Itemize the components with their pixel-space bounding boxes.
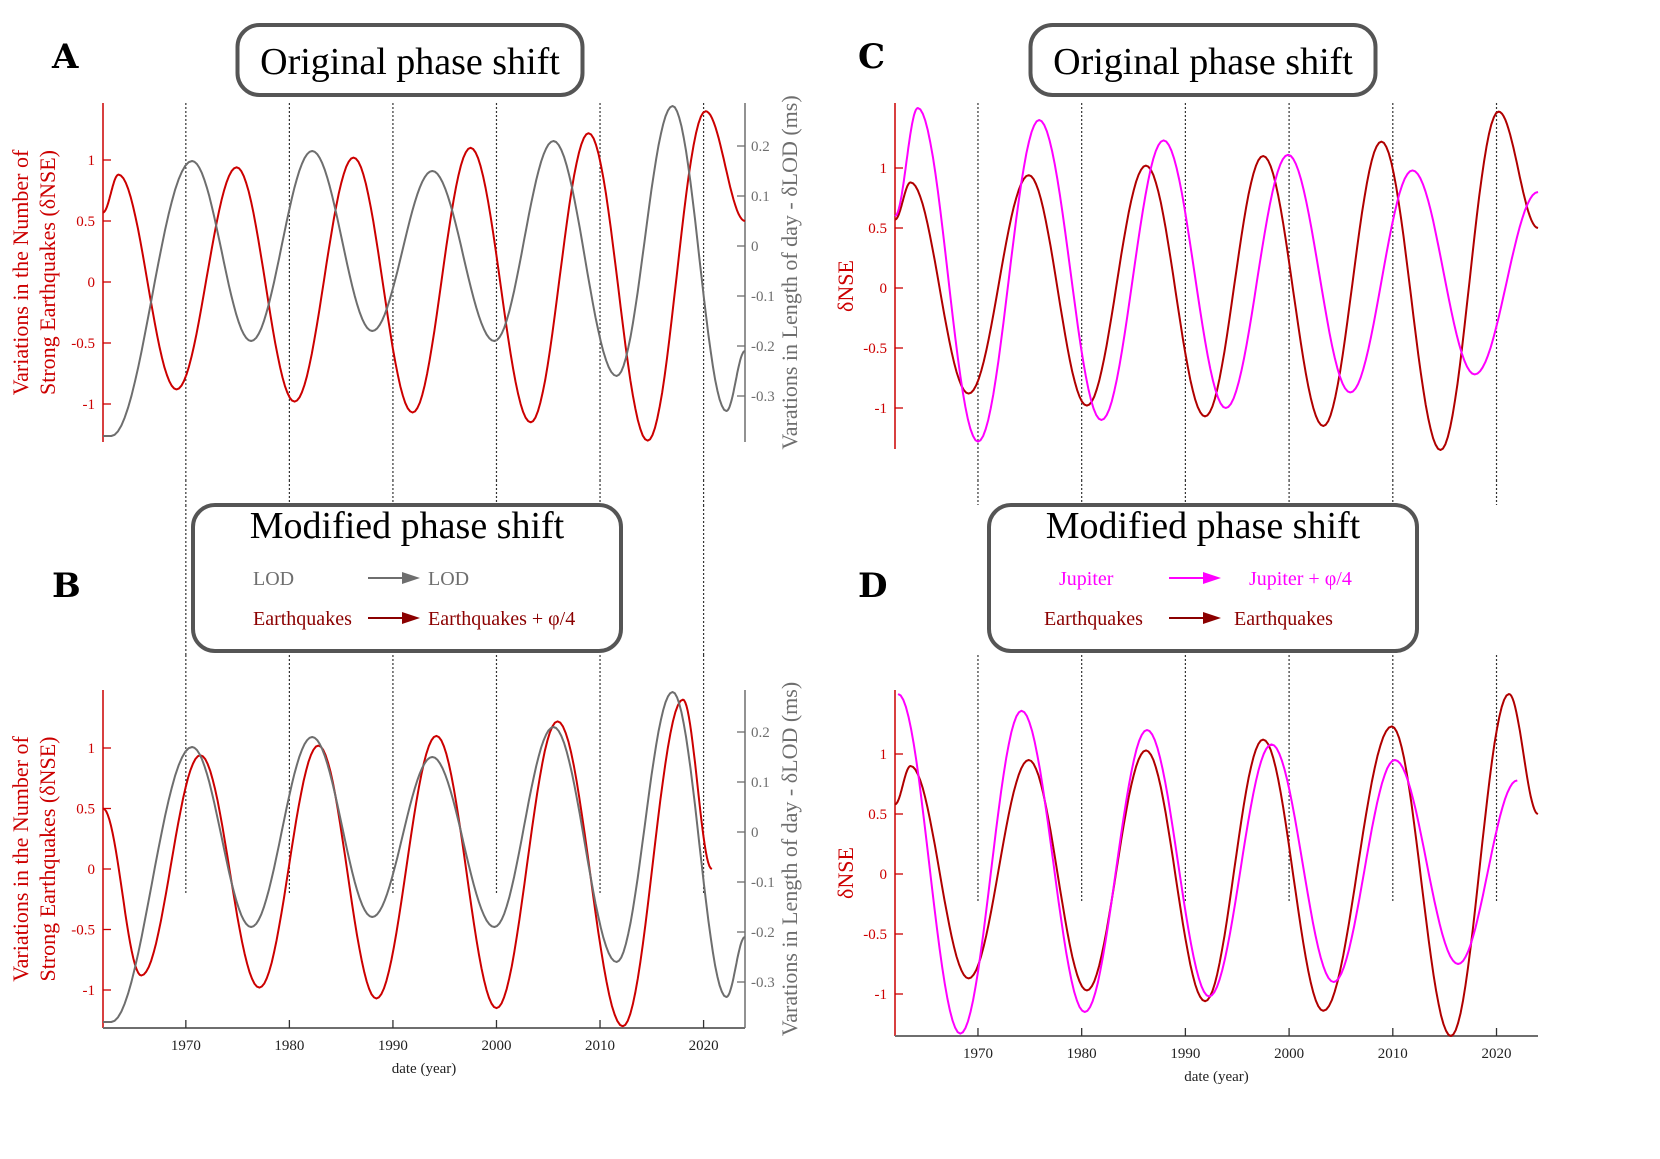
series-earthquakes	[894, 110, 1539, 451]
y2-tick-label: 0	[751, 825, 759, 841]
x-tick-label: 1980	[274, 1038, 304, 1054]
y-axis-label-line1: Variations in the Number of	[8, 149, 33, 395]
x-tick-label: 1970	[963, 1046, 993, 1062]
panel-d: D Modified phase shift Jupiter Jupiter + φ/…	[833, 503, 1539, 1085]
x-tick-label: 1980	[1067, 1046, 1097, 1062]
legend-arrow-icon	[1203, 572, 1221, 584]
legend-from-label: LOD	[253, 568, 294, 590]
x-tick-label: 1990	[1170, 1046, 1200, 1062]
y-tick-label: -1	[83, 397, 96, 413]
y-axis-label-line2: Strong Earthquakes (δNSE)	[35, 150, 60, 395]
series-jupiter	[894, 107, 1539, 443]
panel-title: Original phase shift	[260, 41, 560, 83]
series-earthquakes	[102, 110, 746, 442]
x-tick-label: 2020	[1482, 1046, 1512, 1062]
series-lod	[102, 105, 746, 437]
legend-to-label: Earthquakes + φ/4	[428, 608, 575, 630]
legend-from-label: Earthquakes	[253, 608, 352, 630]
y-tick-label: -1	[875, 987, 888, 1003]
y-tick-label: 0.5	[868, 221, 887, 237]
y-tick-label: 0.5	[76, 802, 95, 818]
y-tick-label: 0	[880, 281, 888, 297]
x-axis-label: date (year)	[1184, 1069, 1249, 1085]
x-tick-label: 1990	[378, 1038, 408, 1054]
panel-letter: A	[51, 37, 79, 77]
y-axis-label-line2: Strong Earthquakes (δNSE)	[35, 737, 60, 982]
y-tick-label: 0	[88, 862, 96, 878]
legend-from-label: Earthquakes	[1044, 608, 1143, 630]
panel-c: C Original phase shift -1 -0.5 0 0.5 1 δNSE	[833, 23, 1539, 505]
y2-tick-label: 0.1	[751, 775, 770, 791]
panel-title: Modified phase shift	[1046, 505, 1361, 547]
y-tick-label: 0	[880, 867, 888, 883]
y2-tick-label: 0.1	[751, 189, 770, 205]
y2-axis-label: Varations in Length of day - δLOD (ms)	[777, 682, 802, 1036]
legend-to-label: LOD	[428, 568, 469, 590]
x-tick-label: 1970	[171, 1038, 201, 1054]
panel-a: A Original phase shift -1 -0.5 0 0.5 1 -0.3 -0.2…	[8, 23, 802, 655]
x-tick-label: 2000	[1274, 1046, 1304, 1062]
series-earthquakes-4	[102, 698, 713, 1028]
y-axis-label: δNSE	[833, 260, 858, 312]
y-tick-label: -0.5	[863, 927, 887, 943]
x-tick-label: 2010	[1378, 1046, 1408, 1062]
y-tick-label: -1	[83, 983, 96, 999]
y-tick-label: 1	[88, 153, 96, 169]
legend-arrow-icon	[1203, 612, 1221, 624]
title-box	[1028, 23, 1378, 97]
legend-arrow-icon	[402, 612, 420, 624]
y-tick-label: 1	[88, 741, 96, 757]
y-tick-label: 0.5	[76, 214, 95, 230]
x-tick-label: 2000	[481, 1038, 511, 1054]
panel-letter: C	[858, 37, 885, 77]
y2-tick-label: 0.2	[751, 725, 770, 741]
x-axis-label: date (year)	[392, 1061, 457, 1077]
y-tick-label: -0.5	[71, 923, 95, 939]
y-tick-label: -0.5	[863, 341, 887, 357]
y-tick-label: -0.5	[71, 336, 95, 352]
y-axis-label-line1: Variations in the Number of	[8, 736, 33, 982]
panel-letter: D	[858, 566, 887, 606]
legend-to-label: Earthquakes	[1234, 608, 1333, 630]
legend-to-label: Jupiter + φ/4	[1249, 568, 1352, 590]
panel-letter: B	[52, 566, 81, 606]
y-tick-label: 0	[88, 275, 96, 291]
panel-title: Original phase shift	[1053, 41, 1353, 83]
y2-tick-label: -0.1	[751, 289, 775, 305]
y2-tick-label: -0.2	[751, 925, 775, 941]
title-box	[235, 23, 585, 97]
series-lod	[102, 691, 746, 1023]
y2-tick-label: -0.3	[751, 389, 775, 405]
series-earthquakes	[894, 693, 1539, 1037]
y-tick-label: 1	[880, 747, 888, 763]
panel-title: Modified phase shift	[250, 505, 565, 547]
y2-tick-label: 0.2	[751, 139, 770, 155]
legend-arrow-icon	[402, 572, 420, 584]
y-tick-label: 1	[880, 161, 888, 177]
y-tick-label: -1	[875, 401, 888, 417]
y2-tick-label: -0.2	[751, 339, 775, 355]
legend-from-label: Jupiter	[1059, 568, 1114, 590]
y-tick-label: 0.5	[868, 807, 887, 823]
y2-tick-label: -0.1	[751, 875, 775, 891]
x-tick-label: 2020	[689, 1038, 719, 1054]
y2-axis-label: Varations in Length of day - δLOD (ms)	[777, 95, 802, 449]
panel-b: B Modified phase shift LOD LOD Earthquakes Ea…	[8, 503, 802, 1077]
y2-tick-label: 0	[751, 239, 759, 255]
y2-tick-label: -0.3	[751, 975, 775, 991]
y-axis-label: δNSE	[833, 847, 858, 899]
series-jupiter-4	[897, 693, 1518, 1035]
x-tick-label: 2010	[585, 1038, 615, 1054]
